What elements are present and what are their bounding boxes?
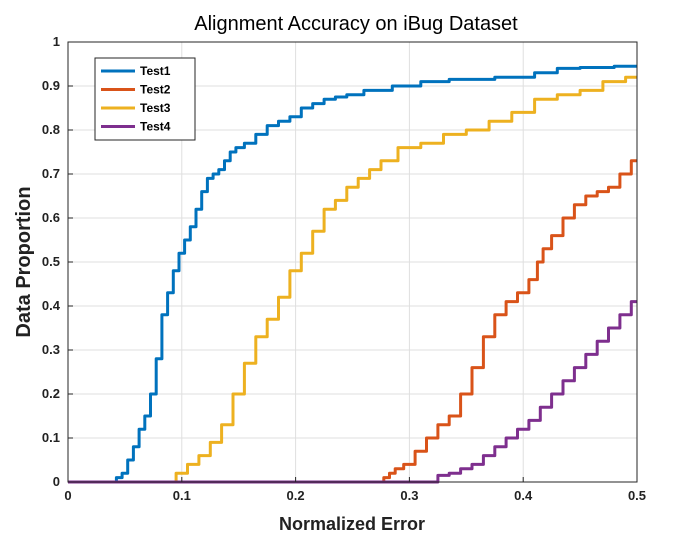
x-tick-label: 0.2 <box>287 488 305 503</box>
series-line-test4 <box>68 300 637 484</box>
x-axis-label: Normalized Error <box>279 514 425 534</box>
legend-label-test3: Test3 <box>140 101 171 115</box>
y-tick-label: 0 <box>53 474 60 489</box>
x-tick-label: 0.3 <box>400 488 418 503</box>
y-tick-label: 0.3 <box>42 342 60 357</box>
legend-label-test2: Test2 <box>140 83 171 97</box>
y-tick-label: 0.1 <box>42 430 60 445</box>
y-tick-label: 0.8 <box>42 122 60 137</box>
legend-label-test1: Test1 <box>140 64 171 78</box>
y-tick-label: 1 <box>53 34 60 49</box>
chart-title: Alignment Accuracy on iBug Dataset <box>194 13 518 35</box>
x-tick-label: 0.4 <box>514 488 533 503</box>
y-tick-label: 0.4 <box>42 298 61 313</box>
y-tick-label: 0.5 <box>42 254 60 269</box>
x-tick-label: 0.1 <box>173 488 191 503</box>
legend-label-test4: Test4 <box>140 120 171 134</box>
series-line-test3 <box>68 75 637 484</box>
y-tick-label: 0.7 <box>42 166 60 181</box>
legend: Test1 Test2 Test3 Test4 <box>94 57 196 141</box>
y-axis-label: Data Proportion <box>13 186 35 337</box>
series-layer <box>68 64 637 484</box>
series-line-test1 <box>68 64 637 484</box>
y-tick-label: 0.9 <box>42 78 60 93</box>
axis-ticks: 0 0.1 0.2 0.3 0.4 0.5 0 0.1 0.2 0.3 0.4 0.5 0.6 0.7 0.… <box>42 34 646 503</box>
x-tick-label: 0.5 <box>628 488 646 503</box>
x-tick-label: 0 <box>64 488 71 503</box>
y-tick-label: 0.2 <box>42 386 60 401</box>
series-line-test2 <box>68 159 637 484</box>
y-tick-label: 0.6 <box>42 210 60 225</box>
